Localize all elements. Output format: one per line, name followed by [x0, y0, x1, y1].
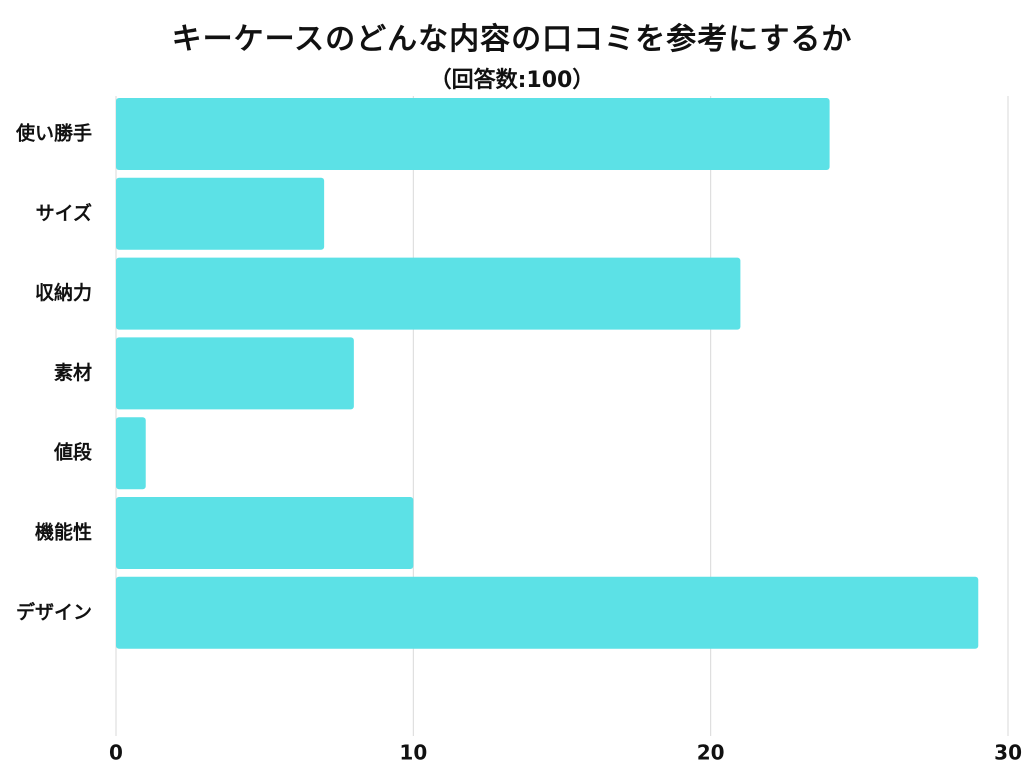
bar-3 [116, 337, 354, 410]
bar-0 [116, 98, 830, 170]
x-tick-label-0: 0 [109, 741, 123, 765]
category-label-1: サイズ [36, 201, 92, 224]
x-tick-label-1: 10 [399, 741, 427, 765]
bar-2 [116, 257, 741, 330]
x-tick-label-3: 30 [994, 741, 1022, 765]
category-label-2: 収納力 [35, 281, 92, 304]
bar-6 [116, 576, 979, 649]
category-label-5: 機能性 [35, 521, 92, 544]
category-label-0: 使い勝手 [15, 122, 92, 145]
chart-title: キーケースのどんな内容の口コミを参考にするか [171, 22, 853, 57]
chart-subtitle: （回答数:100） [429, 68, 595, 93]
bar-4 [116, 417, 146, 490]
category-label-3: 素材 [54, 361, 92, 384]
x-tick-label-2: 20 [697, 741, 725, 765]
category-label-4: 値段 [53, 441, 93, 464]
bar-1 [116, 177, 325, 250]
bar-5 [116, 497, 414, 569]
category-label-6: デザイン [16, 600, 92, 623]
